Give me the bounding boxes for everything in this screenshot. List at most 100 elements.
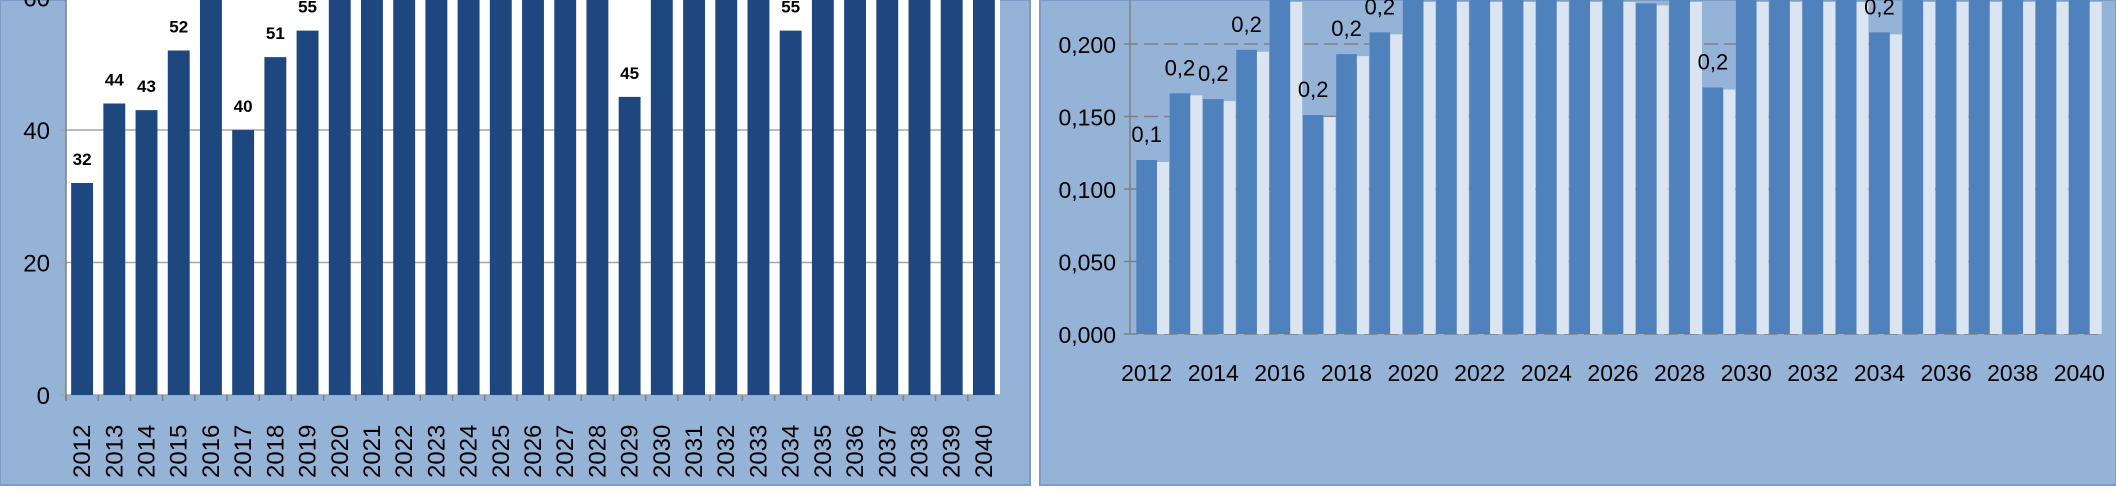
right-y-tick-labels: 0,000 0,050 0,100 0,150 0,200 bbox=[1058, 32, 1116, 348]
right-bar-2036 bbox=[1935, 0, 1957, 334]
right-x-tick-label: 2024 bbox=[1521, 360, 1572, 386]
right-bar-2018 bbox=[1336, 54, 1357, 335]
right-data-labels: 0,10,2 0,20,20,20,20,20,20,2 bbox=[1131, 0, 1894, 147]
right-y-tick-label: 0,100 bbox=[1058, 177, 1116, 203]
right-x-tick-label: 2026 bbox=[1587, 360, 1638, 386]
right-data-label: 0,2 bbox=[1331, 16, 1362, 41]
left-bar-2040 bbox=[972, 0, 995, 395]
left-bar-2033 bbox=[747, 0, 770, 395]
left-bar-2038 bbox=[908, 0, 931, 395]
left-bar-2013 bbox=[103, 103, 126, 395]
right-x-tick-label: 2034 bbox=[1854, 360, 1905, 386]
right-bar-2026 bbox=[1602, 0, 1624, 334]
right-x-tick-label: 2018 bbox=[1321, 360, 1372, 386]
left-x-tick-label: 2037 bbox=[874, 425, 901, 478]
left-bar-2023 bbox=[425, 0, 448, 395]
left-y-tick-label: 0 bbox=[37, 383, 50, 410]
right-x-tick-label: 2016 bbox=[1254, 360, 1305, 386]
right-bar-2012 bbox=[1136, 160, 1157, 334]
right-bar-2020 bbox=[1402, 0, 1424, 334]
right-bar-2029 bbox=[1702, 87, 1724, 334]
left-x-tick-label: 2013 bbox=[101, 425, 128, 478]
left-x-tick-label: 2040 bbox=[971, 425, 998, 478]
left-y-tick-label: 20 bbox=[23, 251, 50, 278]
left-x-tick-label: 2019 bbox=[295, 425, 322, 478]
left-x-tick-label: 2030 bbox=[649, 425, 676, 478]
right-x-tick-label: 2032 bbox=[1787, 360, 1838, 386]
right-data-label: 0,2 bbox=[1365, 0, 1396, 19]
left-x-tick-label: 2016 bbox=[198, 425, 225, 478]
left-data-label: 43 bbox=[137, 77, 156, 96]
right-bar-2017 bbox=[1302, 115, 1324, 334]
left-x-tick-label: 2022 bbox=[391, 425, 418, 478]
left-y-tick-label: 60 bbox=[23, 0, 50, 13]
right-x-tick-label: 2022 bbox=[1454, 360, 1505, 386]
left-bar-2016 bbox=[199, 0, 222, 395]
right-bar-2032 bbox=[1802, 0, 1824, 334]
left-data-label: 40 bbox=[234, 97, 253, 116]
right-bar-2015 bbox=[1236, 49, 1257, 335]
right-bar-2038 bbox=[2002, 0, 2024, 334]
left-x-tick-label: 2025 bbox=[488, 425, 515, 478]
left-x-tick-label: 2020 bbox=[327, 425, 354, 478]
right-x-tick-label: 2028 bbox=[1654, 360, 1705, 386]
right-data-label: 0,2 bbox=[1198, 61, 1229, 86]
right-y-tick-label: 0,000 bbox=[1058, 322, 1116, 348]
left-x-tick-label: 2024 bbox=[456, 425, 483, 478]
left-bar-2034 bbox=[779, 30, 802, 395]
left-bar-2022 bbox=[393, 0, 416, 395]
right-x-tick-labels: 2012 2014 2016 2018 2020 2022 2024 2026 2028 2030… bbox=[1121, 360, 2105, 386]
right-bar-2031 bbox=[1769, 0, 1790, 334]
left-bars bbox=[71, 0, 995, 395]
left-x-tick-label: 2033 bbox=[745, 425, 772, 478]
right-x-tick-label: 2038 bbox=[1987, 360, 2038, 386]
left-data-label: 52 bbox=[169, 18, 188, 37]
left-bar-2026 bbox=[522, 0, 544, 395]
left-bar-2019 bbox=[296, 30, 319, 395]
right-bar-2033 bbox=[1835, 0, 1857, 334]
left-x-tick-label: 2023 bbox=[423, 425, 450, 478]
left-data-label: 32 bbox=[73, 150, 92, 169]
left-data-label: 51 bbox=[266, 24, 285, 43]
right-bar-2024 bbox=[1536, 0, 1557, 334]
right-x-tick-label: 2014 bbox=[1188, 360, 1239, 386]
right-x-tick-label: 2012 bbox=[1121, 360, 1172, 386]
right-bar-2013 bbox=[1169, 93, 1191, 334]
left-x-tick-label: 2029 bbox=[617, 425, 644, 478]
left-bar-2032 bbox=[715, 0, 738, 395]
left-y-tick-labels: 0 20 40 60 bbox=[23, 0, 50, 410]
right-bar-2025 bbox=[1569, 0, 1591, 334]
right-bar-2023 bbox=[1502, 0, 1524, 334]
left-x-tick-label: 2032 bbox=[713, 425, 740, 478]
left-data-labels: 32 44 43 52 40 51 55 45 55 bbox=[73, 0, 800, 169]
right-bar-2027 bbox=[1635, 3, 1657, 335]
left-x-tick-label: 2015 bbox=[166, 425, 193, 478]
left-x-tick-label: 2021 bbox=[359, 425, 386, 478]
right-data-label: 0,2 bbox=[1698, 50, 1729, 75]
left-bar-2039 bbox=[940, 0, 963, 395]
left-data-label: 55 bbox=[298, 0, 317, 17]
right-data-label: 0,2 bbox=[1864, 0, 1895, 19]
left-bar-2027 bbox=[554, 0, 577, 395]
right-data-label: 0,2 bbox=[1298, 77, 1329, 102]
right-y-tick-label: 0,150 bbox=[1058, 105, 1116, 131]
right-bar-2028 bbox=[1669, 0, 1690, 334]
left-bar-2017 bbox=[232, 130, 255, 395]
right-data-label: 0,1 bbox=[1131, 122, 1162, 147]
left-x-tick-label: 2034 bbox=[778, 425, 805, 478]
left-bar-2036 bbox=[844, 0, 867, 395]
left-data-label: 45 bbox=[620, 64, 639, 83]
left-x-tick-label: 2027 bbox=[552, 425, 579, 478]
left-x-tick-label: 2035 bbox=[810, 425, 837, 478]
left-x-tick-label: 2038 bbox=[906, 425, 933, 478]
left-bar-2018 bbox=[264, 57, 287, 395]
left-x-tick-label: 2036 bbox=[842, 425, 869, 478]
left-bar-2014 bbox=[135, 110, 158, 395]
right-x-tick-label: 2040 bbox=[2054, 360, 2105, 386]
left-y-tick-label: 40 bbox=[23, 118, 50, 145]
left-bar-2029 bbox=[618, 96, 641, 395]
left-x-tick-label: 2012 bbox=[69, 425, 96, 478]
left-data-label: 55 bbox=[781, 0, 800, 17]
right-bar-2037 bbox=[1969, 0, 1990, 334]
